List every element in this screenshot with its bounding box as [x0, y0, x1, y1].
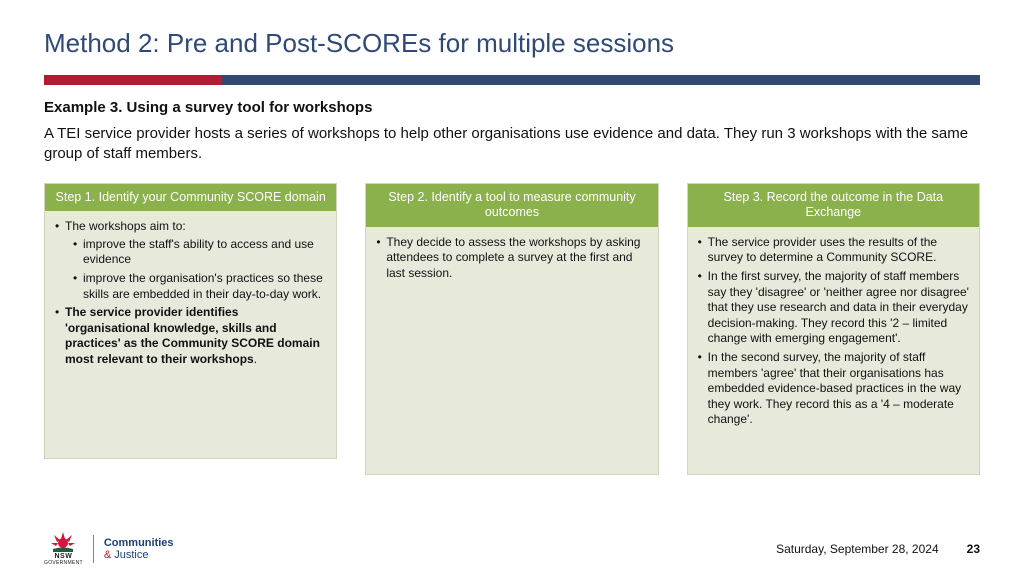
logo-block: NSW GOVERNMENT Communities & Justice [44, 532, 174, 566]
slide-title: Method 2: Pre and Post-SCOREs for multip… [44, 28, 980, 59]
step-header: Step 3. Record the outcome in the Data E… [687, 183, 980, 227]
logo-divider [93, 535, 94, 563]
footer-right: Saturday, September 28, 2024 23 [776, 542, 980, 556]
divider-bar [44, 75, 980, 85]
slide: Method 2: Pre and Post-SCOREs for multip… [0, 0, 1024, 576]
step-body: The workshops aim to:improve the staff's… [44, 211, 337, 459]
step-bullet: In the first survey, the majority of sta… [698, 269, 969, 347]
gov-text: GOVERNMENT [44, 560, 83, 566]
step-bullet: The service provider uses the results of… [698, 235, 969, 266]
step-header: Step 2. Identify a tool to measure commu… [365, 183, 658, 227]
step-bullet: They decide to assess the workshops by a… [376, 235, 647, 282]
step-sub-bullet: improve the staff's ability to access an… [73, 237, 326, 268]
divider-bar-accent [44, 75, 222, 85]
step-bullet: The service provider identifies 'organis… [55, 305, 326, 367]
page-number: 23 [967, 542, 980, 556]
step-header: Step 1. Identify your Community SCORE do… [44, 183, 337, 212]
footer: NSW GOVERNMENT Communities & Justice Sat… [44, 532, 980, 566]
department-name: Communities & Justice [104, 537, 174, 561]
dept-amp: & [104, 549, 111, 561]
dept-line1: Communities [104, 537, 174, 549]
step-column: Step 1. Identify your Community SCORE do… [44, 183, 337, 475]
step-column: Step 2. Identify a tool to measure commu… [365, 183, 658, 475]
step-sub-bullet: improve the organisation's practices so … [73, 271, 326, 302]
step-columns: Step 1. Identify your Community SCORE do… [44, 183, 980, 475]
nsw-logo: NSW GOVERNMENT [44, 532, 83, 566]
step-bullet: In the second survey, the majority of st… [698, 350, 969, 428]
waratah-icon [49, 532, 77, 552]
nsw-text: NSW [55, 553, 73, 560]
step-body: They decide to assess the workshops by a… [365, 227, 658, 475]
footer-date: Saturday, September 28, 2024 [776, 542, 939, 556]
example-body: A TEI service provider hosts a series of… [44, 124, 980, 165]
example-heading: Example 3. Using a survey tool for works… [44, 99, 980, 116]
step-bullet: The workshops aim to:improve the staff's… [55, 219, 326, 302]
step-column: Step 3. Record the outcome in the Data E… [687, 183, 980, 475]
step-body: The service provider uses the results of… [687, 227, 980, 475]
